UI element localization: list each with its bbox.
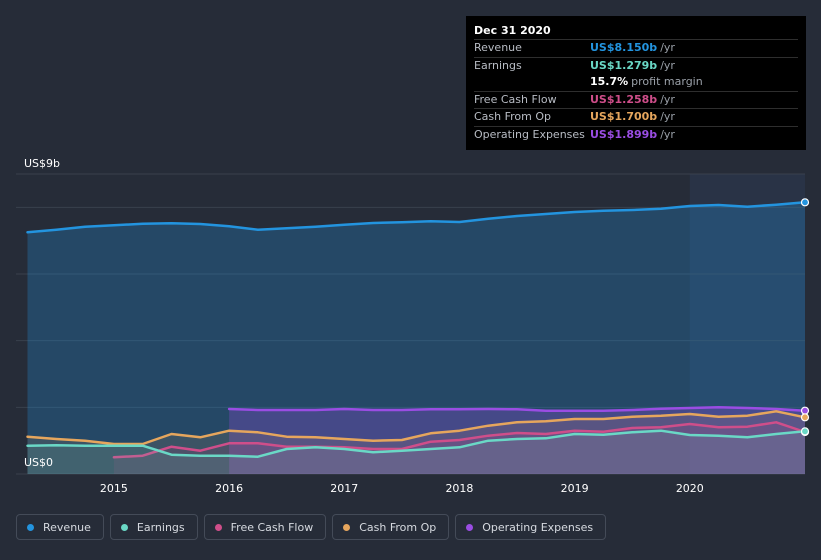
revenue-end-point xyxy=(800,198,810,207)
tooltip-unit: /yr xyxy=(660,58,675,72)
tooltip-unit: /yr xyxy=(660,110,675,123)
tooltip-row-cash-from-op: Cash From Op US$1.700b /yr xyxy=(474,108,798,126)
legend-dot-icon xyxy=(214,523,222,531)
tooltip-row-operating-expenses: Operating Expenses US$1.899b /yr xyxy=(474,125,798,144)
tooltip-label: Revenue xyxy=(474,41,522,54)
tooltip-value: US$8.150b xyxy=(590,41,658,54)
cash-from-op-line xyxy=(26,410,807,446)
x-tick-label: 2015 xyxy=(100,482,128,495)
x-tick-label: 2018 xyxy=(445,482,473,495)
operating-expenses-area xyxy=(229,407,806,474)
legend-label: Operating Expenses xyxy=(482,520,594,534)
tooltip-unit: /yr xyxy=(660,41,675,54)
tooltip-row-earnings: Earnings US$1.279b /yr xyxy=(474,56,798,75)
legend-label: Earnings xyxy=(136,520,185,534)
earnings-line xyxy=(26,429,807,458)
earnings-end-point xyxy=(800,427,810,436)
tooltip-date: Dec 31 2020 xyxy=(474,24,551,37)
cash-from-op-area xyxy=(27,411,805,474)
legend-item-operating-expenses[interactable]: Operating Expenses xyxy=(455,514,607,540)
tooltip-unit: /yr xyxy=(660,127,675,141)
tooltip-value: US$1.700b xyxy=(590,110,658,123)
x-tick-label: 2020 xyxy=(676,482,704,495)
highlight-region xyxy=(689,174,805,474)
x-tick-label: 2016 xyxy=(215,482,243,495)
tooltip: Dec 31 2020 Revenue US$8.150b /yr Earnin… xyxy=(466,16,806,150)
operating-expenses-end-point xyxy=(800,406,810,415)
tooltip-label: Free Cash Flow xyxy=(474,92,557,106)
legend: Revenue Earnings Free Cash Flow Cash Fro… xyxy=(16,514,607,540)
tooltip-value: US$1.279b xyxy=(590,58,658,72)
operating-expenses-line xyxy=(227,406,807,412)
tooltip-value: 15.7% xyxy=(590,75,629,88)
tooltip-row-revenue: Revenue US$8.150b /yr xyxy=(474,39,798,57)
legend-item-earnings[interactable]: Earnings xyxy=(109,514,198,540)
x-tick-label: 2017 xyxy=(330,482,358,495)
tooltip-value: US$1.258b xyxy=(590,92,658,106)
tooltip-label: Cash From Op xyxy=(474,110,552,123)
tooltip-label: Operating Expenses xyxy=(474,127,585,141)
legend-dot-icon xyxy=(343,523,351,531)
y-axis-top-label: US$9b xyxy=(24,157,61,170)
legend-dot-icon xyxy=(466,523,474,531)
cash-from-op-end-point xyxy=(800,413,810,422)
tooltip-label: Earnings xyxy=(474,58,522,72)
legend-item-revenue[interactable]: Revenue xyxy=(16,514,104,540)
legend-label: Revenue xyxy=(43,520,91,534)
tooltip-row-free-cash-flow: Free Cash Flow US$1.258b /yr xyxy=(474,90,798,109)
legend-dot-icon xyxy=(120,523,128,531)
tooltip-value: US$1.899b xyxy=(590,127,658,141)
tooltip-row-margin: 15.7% profit margin xyxy=(474,74,798,91)
legend-item-cash-from-op[interactable]: Cash From Op xyxy=(332,514,450,540)
revenue-line xyxy=(26,201,807,234)
legend-item-free-cash-flow[interactable]: Free Cash Flow xyxy=(203,514,327,540)
x-tick-label: 2019 xyxy=(561,482,589,495)
legend-label: Cash From Op xyxy=(359,520,437,534)
revenue-area xyxy=(27,202,805,475)
tooltip-unit: profit margin xyxy=(631,75,703,88)
earnings-area xyxy=(27,430,805,474)
tooltip-label xyxy=(474,74,590,91)
free-cash-flow-line xyxy=(112,421,807,459)
legend-label: Free Cash Flow xyxy=(230,520,314,534)
legend-dot-icon xyxy=(27,523,34,531)
tooltip-unit: /yr xyxy=(660,92,675,106)
y-axis-bottom-label: US$0 xyxy=(24,456,54,469)
